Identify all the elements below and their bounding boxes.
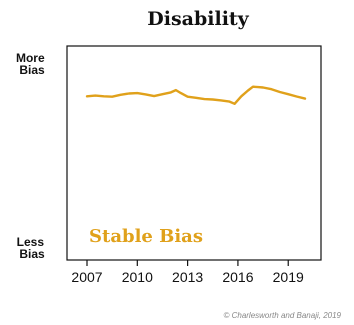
- x-tick-label-2013: 2013: [172, 269, 203, 285]
- x-axis: 2007 2010 2013 2016 2019: [71, 260, 304, 285]
- x-tick-label-2007: 2007: [71, 269, 102, 285]
- x-tick-label-2019: 2019: [273, 269, 304, 285]
- credit-text: © Charlesworth and Banaji, 2019: [223, 311, 341, 320]
- disability-bias-line: [85, 85, 307, 105]
- plot-frame: [66, 45, 322, 261]
- y-label-top: More Bias: [16, 51, 48, 77]
- y-label-bottom: Less Bias: [17, 235, 48, 261]
- x-tick-label-2010: 2010: [122, 269, 153, 285]
- chart-title: Disability: [147, 8, 249, 30]
- stable-bias-annotation: Stable Bias: [89, 226, 203, 247]
- x-tick-label-2016: 2016: [222, 269, 253, 285]
